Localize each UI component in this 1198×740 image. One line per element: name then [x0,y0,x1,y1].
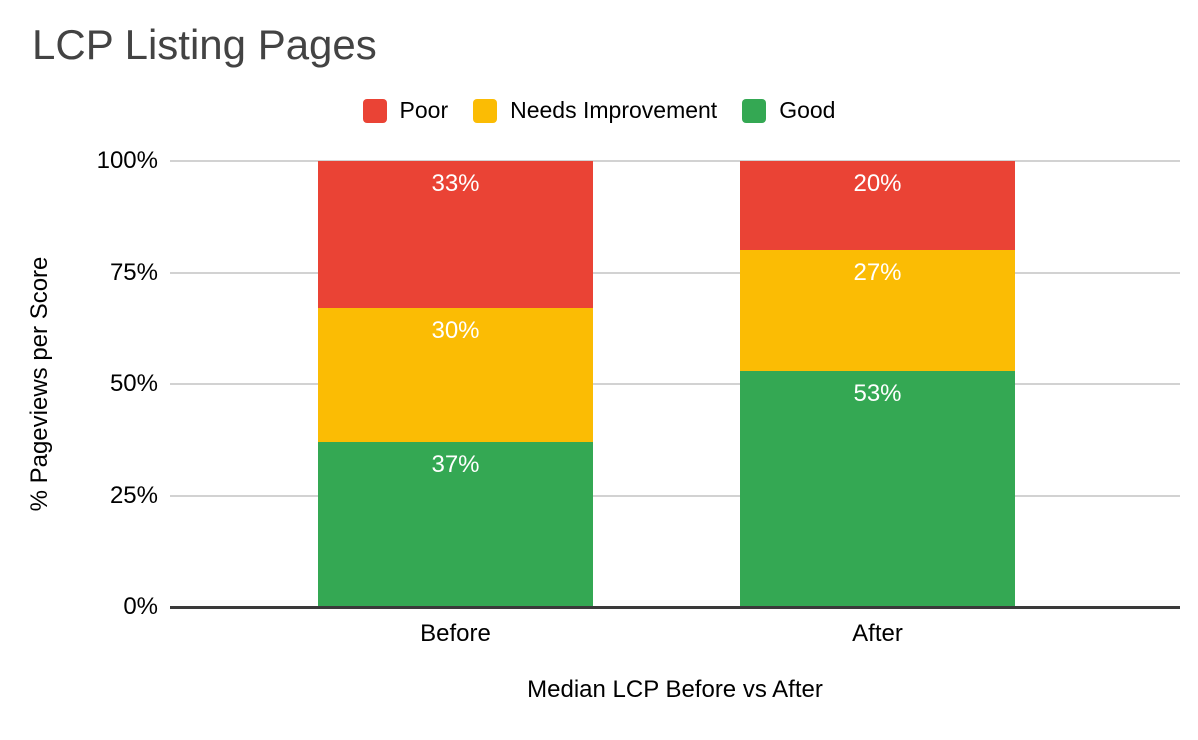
x-axis-line [170,606,1180,609]
data-label-after-good: 53% [853,379,902,407]
y-axis-title: % Pageviews per Score [26,256,53,512]
data-label-before-needs-improvement: 30% [431,317,480,345]
y-tick-label-25: 25% [109,481,158,509]
y-tick-label-75: 75% [109,258,158,286]
plot-area: 0% 25% 50% 75% 100% 37% 30% 33% Before 53% 27% 20% A… [97,147,1180,647]
legend-swatch-good [742,98,767,123]
bar-before: 37% 30% 33% [318,161,593,607]
y-tick-label-100: 100% [96,147,158,174]
data-label-after-poor: 20% [853,170,902,198]
y-tick-label-0: 0% [123,593,158,620]
x-category-label-before: Before [420,620,491,647]
chart-title: LCP Listing Pages [32,21,377,68]
x-axis-title: Median LCP Before vs After [527,676,823,703]
legend-label-needs-improvement: Needs Improvement [510,97,718,123]
legend-item-good: Good [742,97,835,124]
legend-item-needs-improvement: Needs Improvement [473,97,717,124]
gridline-25 [170,494,1180,497]
bar-segment-after-needs-improvement: 27% [740,250,1015,371]
bar-segment-after-poor: 20% [740,161,1015,251]
bar-segment-before-good: 37% [318,441,593,607]
legend-swatch-poor [362,98,387,123]
legend-label-poor: Poor [399,97,449,123]
gridline-100 [170,160,1180,162]
x-category-label-after: After [852,620,903,647]
gridline-75 [170,271,1180,274]
y-tick-label-50: 50% [109,370,158,397]
bar-segment-before-needs-improvement: 30% [318,308,593,442]
legend-item-poor: Poor [362,97,449,124]
bar-after: 53% 27% 20% [740,161,1015,607]
legend-label-good: Good [779,97,836,123]
bar-segment-after-good: 53% [740,370,1015,607]
legend: Poor Needs Improvement Good [0,97,1198,124]
bar-segment-before-poor: 33% [318,161,593,309]
gridline-50 [170,383,1180,385]
data-label-after-needs-improvement: 27% [853,259,902,287]
legend-swatch-needs-improvement [473,98,498,123]
data-label-before-poor: 33% [431,170,480,198]
data-label-before-good: 37% [431,450,480,478]
